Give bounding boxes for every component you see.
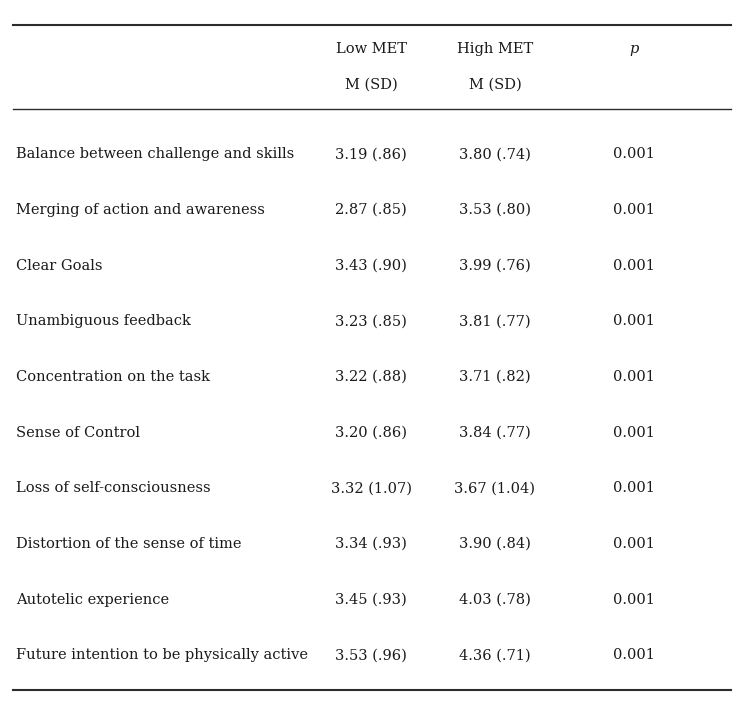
- Text: Concentration on the task: Concentration on the task: [16, 370, 211, 384]
- Text: 0.001: 0.001: [613, 593, 655, 607]
- Text: Autotelic experience: Autotelic experience: [16, 593, 170, 607]
- Text: M (SD): M (SD): [345, 77, 398, 91]
- Text: 4.03 (.78): 4.03 (.78): [459, 593, 531, 607]
- Text: Merging of action and awareness: Merging of action and awareness: [16, 203, 266, 217]
- Text: 0.001: 0.001: [613, 314, 655, 328]
- Text: Clear Goals: Clear Goals: [16, 259, 103, 273]
- Text: 0.001: 0.001: [613, 537, 655, 551]
- Text: 3.23 (.85): 3.23 (.85): [335, 314, 407, 328]
- Text: 3.81 (.77): 3.81 (.77): [459, 314, 531, 328]
- Text: 3.53 (.80): 3.53 (.80): [459, 203, 531, 217]
- Text: 0.001: 0.001: [613, 370, 655, 384]
- Text: p: p: [629, 42, 638, 56]
- Text: Distortion of the sense of time: Distortion of the sense of time: [16, 537, 242, 551]
- Text: High MET: High MET: [457, 42, 533, 56]
- Text: 3.80 (.74): 3.80 (.74): [459, 148, 531, 162]
- Text: Sense of Control: Sense of Control: [16, 426, 140, 440]
- Text: 0.001: 0.001: [613, 203, 655, 217]
- Text: Low MET: Low MET: [336, 42, 406, 56]
- Text: 2.87 (.85): 2.87 (.85): [335, 203, 407, 217]
- Text: 0.001: 0.001: [613, 648, 655, 662]
- Text: 0.001: 0.001: [613, 148, 655, 162]
- Text: Future intention to be physically active: Future intention to be physically active: [16, 648, 308, 662]
- Text: 3.34 (.93): 3.34 (.93): [335, 537, 407, 551]
- Text: 3.90 (.84): 3.90 (.84): [459, 537, 531, 551]
- Text: 3.22 (.88): 3.22 (.88): [335, 370, 407, 384]
- Text: 3.32 (1.07): 3.32 (1.07): [331, 482, 412, 496]
- Text: 0.001: 0.001: [613, 482, 655, 496]
- Text: Unambiguous feedback: Unambiguous feedback: [16, 314, 191, 328]
- Text: 0.001: 0.001: [613, 426, 655, 440]
- Text: 3.43 (.90): 3.43 (.90): [335, 259, 407, 273]
- Text: Balance between challenge and skills: Balance between challenge and skills: [16, 148, 295, 162]
- Text: M (SD): M (SD): [469, 77, 521, 91]
- Text: 4.36 (.71): 4.36 (.71): [459, 648, 531, 662]
- Text: 3.71 (.82): 3.71 (.82): [459, 370, 531, 384]
- Text: 3.53 (.96): 3.53 (.96): [335, 648, 407, 662]
- Text: 3.84 (.77): 3.84 (.77): [459, 426, 531, 440]
- Text: 3.20 (.86): 3.20 (.86): [335, 426, 407, 440]
- Text: 0.001: 0.001: [613, 259, 655, 273]
- Text: 3.19 (.86): 3.19 (.86): [335, 148, 407, 162]
- Text: 3.45 (.93): 3.45 (.93): [335, 593, 407, 607]
- Text: 3.99 (.76): 3.99 (.76): [459, 259, 531, 273]
- Text: Loss of self-consciousness: Loss of self-consciousness: [16, 482, 211, 496]
- Text: 3.67 (1.04): 3.67 (1.04): [454, 482, 536, 496]
